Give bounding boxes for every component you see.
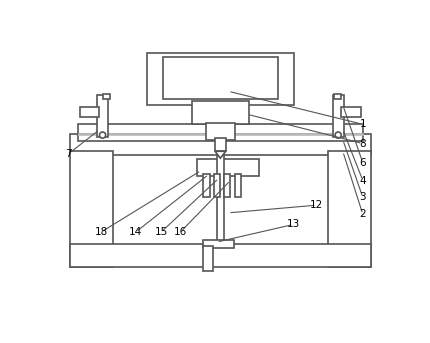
- Bar: [206, 123, 235, 140]
- Bar: [224, 174, 230, 198]
- Circle shape: [335, 132, 341, 138]
- Bar: [334, 94, 341, 99]
- Text: 2: 2: [359, 210, 366, 220]
- Bar: [203, 240, 234, 248]
- Bar: [192, 101, 249, 124]
- Bar: [163, 57, 278, 99]
- Bar: [78, 124, 363, 135]
- Polygon shape: [215, 151, 226, 158]
- Bar: [97, 95, 108, 138]
- Text: 13: 13: [287, 220, 300, 229]
- Bar: [235, 174, 241, 198]
- Circle shape: [99, 132, 106, 138]
- Bar: [214, 174, 220, 198]
- Bar: [197, 159, 259, 176]
- Text: 3: 3: [359, 192, 366, 202]
- Text: 1: 1: [359, 119, 366, 129]
- Bar: [328, 151, 371, 267]
- Bar: [341, 107, 360, 117]
- Bar: [78, 133, 363, 141]
- Bar: [203, 174, 209, 198]
- Bar: [333, 95, 344, 138]
- Bar: [147, 53, 294, 105]
- Text: 8: 8: [359, 139, 366, 149]
- Bar: [215, 138, 226, 151]
- Bar: [80, 107, 99, 117]
- Bar: [217, 155, 224, 244]
- Text: 12: 12: [310, 200, 323, 210]
- Bar: [103, 94, 110, 99]
- Bar: [70, 244, 371, 267]
- Text: 7: 7: [65, 149, 72, 158]
- Text: 14: 14: [129, 227, 142, 237]
- Text: 4: 4: [359, 176, 366, 186]
- Bar: [203, 246, 213, 271]
- Text: 16: 16: [174, 227, 187, 237]
- Text: 15: 15: [154, 227, 168, 237]
- Bar: [70, 133, 371, 155]
- Bar: [70, 151, 113, 267]
- Text: 18: 18: [95, 227, 108, 237]
- Bar: [78, 133, 363, 135]
- Text: 6: 6: [359, 158, 366, 168]
